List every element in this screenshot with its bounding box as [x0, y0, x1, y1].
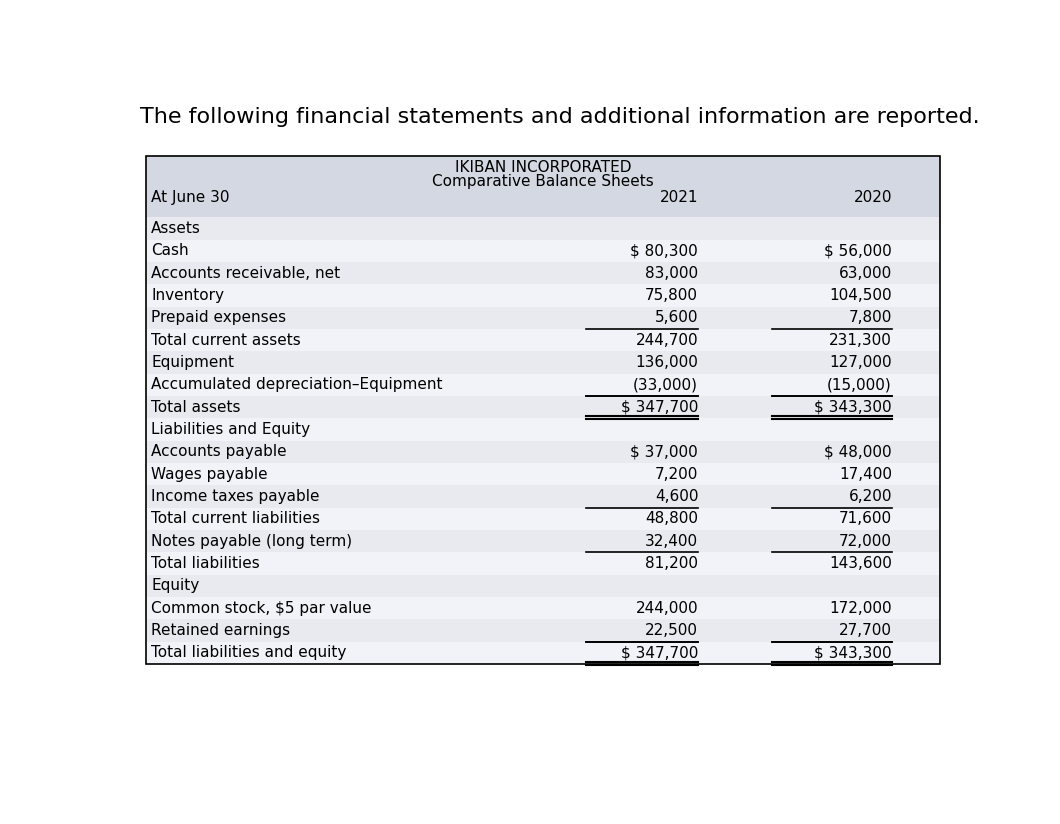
Text: Comparative Balance Sheets: Comparative Balance Sheets [432, 174, 654, 189]
Text: Retained earnings: Retained earnings [152, 623, 290, 638]
Text: Total assets: Total assets [152, 400, 241, 414]
Text: $ 343,300: $ 343,300 [814, 645, 893, 660]
Bar [146, 441, 940, 463]
Text: Inventory: Inventory [152, 288, 224, 303]
Bar [146, 552, 940, 575]
Text: 75,800: 75,800 [646, 288, 699, 303]
Bar [146, 262, 940, 284]
Bar [146, 329, 940, 352]
Text: 143,600: 143,600 [829, 556, 893, 571]
Text: 127,000: 127,000 [829, 355, 893, 370]
Text: Income taxes payable: Income taxes payable [152, 489, 320, 504]
Bar [146, 352, 940, 374]
Text: 7,800: 7,800 [849, 311, 893, 325]
Text: 4,600: 4,600 [655, 489, 699, 504]
Text: IKIBAN INCORPORATED: IKIBAN INCORPORATED [455, 161, 632, 176]
Text: Accumulated depreciation–Equipment: Accumulated depreciation–Equipment [152, 377, 443, 392]
Text: Accounts payable: Accounts payable [152, 444, 286, 460]
Bar [146, 642, 940, 664]
Bar [146, 597, 940, 620]
Text: Equity: Equity [152, 578, 199, 593]
Text: The following financial statements and additional information are reported.: The following financial statements and a… [140, 106, 979, 127]
Bar [146, 419, 940, 441]
Text: 136,000: 136,000 [635, 355, 699, 370]
Text: $ 37,000: $ 37,000 [631, 444, 699, 460]
Text: Liabilities and Equity: Liabilities and Equity [152, 422, 311, 437]
Bar [146, 374, 940, 396]
Bar [146, 530, 940, 552]
Text: $ 343,300: $ 343,300 [814, 400, 893, 414]
Bar [146, 620, 940, 642]
Bar [146, 575, 940, 597]
Text: (33,000): (33,000) [633, 377, 699, 392]
Text: Prepaid expenses: Prepaid expenses [152, 311, 286, 325]
Text: $ 347,700: $ 347,700 [621, 645, 699, 660]
Bar [146, 156, 940, 664]
Text: 32,400: 32,400 [646, 534, 699, 549]
Text: 71,600: 71,600 [838, 512, 893, 527]
Bar [146, 240, 940, 262]
Text: 2020: 2020 [853, 190, 893, 204]
Text: 231,300: 231,300 [829, 333, 893, 348]
Bar [146, 307, 940, 329]
Bar [146, 284, 940, 307]
Text: 244,700: 244,700 [636, 333, 699, 348]
Text: 27,700: 27,700 [840, 623, 893, 638]
Text: 172,000: 172,000 [829, 601, 893, 616]
Text: 83,000: 83,000 [646, 266, 699, 281]
Text: 2021: 2021 [659, 190, 699, 204]
Bar [146, 396, 940, 419]
Text: Common stock, $5 par value: Common stock, $5 par value [152, 601, 372, 616]
Bar [146, 463, 940, 485]
Text: 5,600: 5,600 [655, 311, 699, 325]
Text: Cash: Cash [152, 243, 189, 259]
Text: $ 347,700: $ 347,700 [621, 400, 699, 414]
Text: 6,200: 6,200 [848, 489, 893, 504]
Text: 81,200: 81,200 [646, 556, 699, 571]
Text: Total liabilities: Total liabilities [152, 556, 260, 571]
Text: Accounts receivable, net: Accounts receivable, net [152, 266, 340, 281]
Text: Assets: Assets [152, 221, 201, 236]
Text: 63,000: 63,000 [838, 266, 893, 281]
Text: Notes payable (long term): Notes payable (long term) [152, 534, 352, 549]
Text: At June 30: At June 30 [152, 190, 230, 204]
Text: Wages payable: Wages payable [152, 466, 268, 482]
Text: 48,800: 48,800 [646, 512, 699, 527]
Text: Equipment: Equipment [152, 355, 234, 370]
Text: 72,000: 72,000 [840, 534, 893, 549]
Text: Total liabilities and equity: Total liabilities and equity [152, 645, 347, 660]
Text: 244,000: 244,000 [636, 601, 699, 616]
Text: $ 80,300: $ 80,300 [631, 243, 699, 259]
Text: Total current liabilities: Total current liabilities [152, 512, 320, 527]
Text: 17,400: 17,400 [840, 466, 893, 482]
Text: $ 56,000: $ 56,000 [825, 243, 893, 259]
Bar [146, 156, 940, 218]
Bar [146, 508, 940, 530]
Bar [146, 485, 940, 508]
Text: Total current assets: Total current assets [152, 333, 301, 348]
Bar [146, 218, 940, 240]
Text: $ 48,000: $ 48,000 [825, 444, 893, 460]
Text: 7,200: 7,200 [655, 466, 699, 482]
Text: (15,000): (15,000) [827, 377, 893, 392]
Text: 22,500: 22,500 [646, 623, 699, 638]
Text: 104,500: 104,500 [829, 288, 893, 303]
